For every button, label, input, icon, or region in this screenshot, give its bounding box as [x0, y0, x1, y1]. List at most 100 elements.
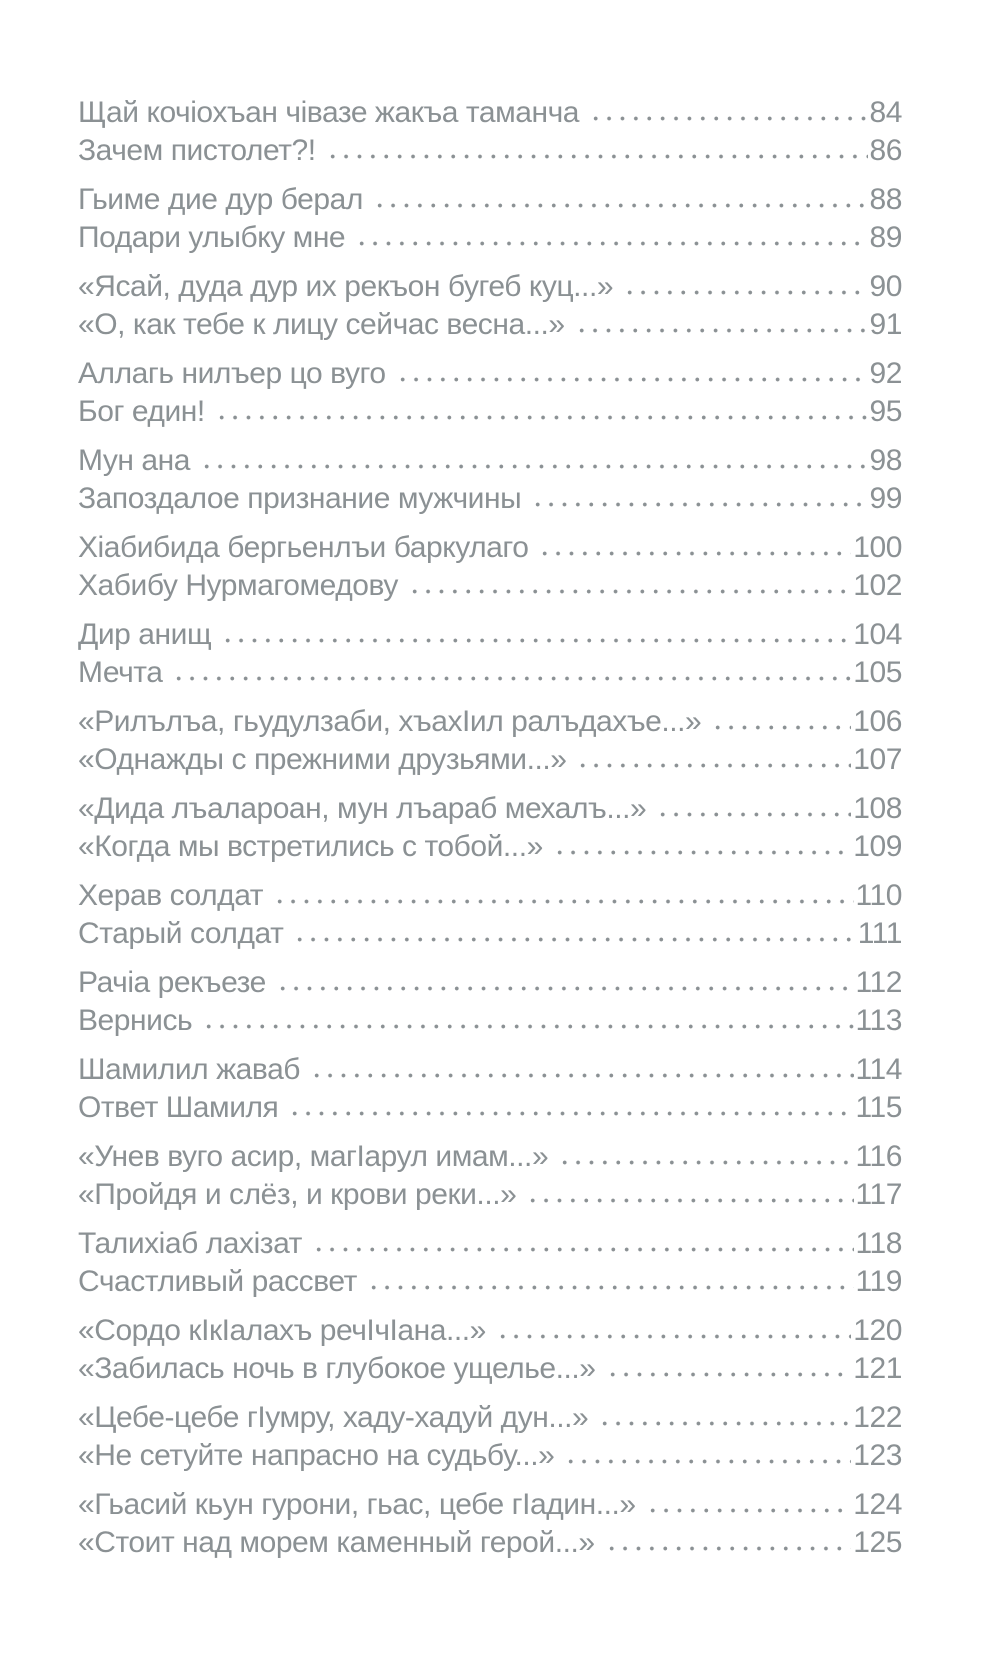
entry-page-number: 91: [869, 308, 903, 341]
dot-leader: [286, 1110, 854, 1117]
entry-title: Хіабибида бергьенлъи баркулаго: [78, 531, 529, 564]
entry-page-number: 119: [855, 1265, 903, 1298]
dot-leader: [550, 849, 852, 856]
toc-entry: Старый солдат 111: [78, 915, 902, 953]
entry-title: «Когда мы встретились с тобой...»: [78, 830, 543, 863]
toc-entry: «Забилась ночь в глубокое ущелье...» 121: [78, 1350, 902, 1388]
toc-entry: «Ясай, дуда дур их рекъон бугеб куц...» …: [78, 268, 902, 306]
dot-leader: [574, 762, 852, 769]
entry-page-number: 113: [855, 1004, 903, 1037]
toc-entry: «Дида лъалароан, мун лъараб мехалъ...» 1…: [78, 790, 902, 828]
toc-pair: «Гьасий кьун гурони, гьас, цебе гІадин..…: [78, 1486, 902, 1562]
entry-page-number: 102: [853, 569, 902, 602]
toc-pair: Рачіа рекъезе 112 Вернись 113: [78, 964, 902, 1040]
toc-entry: Мун ана 98: [78, 442, 902, 480]
dot-leader: [556, 1159, 854, 1166]
entry-page-number: 123: [853, 1439, 902, 1472]
toc-entry: Запоздалое признание мужчины 99: [78, 480, 902, 518]
toc-entry: Шамилил жаваб 114: [78, 1051, 902, 1089]
dot-leader: [709, 724, 852, 731]
toc-entry: Херав солдат 110: [78, 877, 902, 915]
dot-leader: [219, 637, 852, 644]
entry-title: Зачем пистолет?!: [78, 134, 316, 167]
entry-title: «Унев вуго асир, магІарул имам...»: [78, 1140, 549, 1173]
toc-entry: Ответ Шамиля 115: [78, 1089, 902, 1127]
toc-pair: Шамилил жаваб 114 Ответ Шамиля 115: [78, 1051, 902, 1127]
toc-entry: «О, как тебе к лицу сейчас весна...» 91: [78, 306, 902, 344]
dot-leader: [370, 202, 868, 209]
dot-leader: [309, 1246, 854, 1253]
dot-leader: [603, 1371, 852, 1378]
toc-entry: Гьиме дие дур берал 88: [78, 181, 902, 219]
entry-title: «Стоит над морем каменный герой...»: [78, 1526, 595, 1559]
dot-leader: [200, 1023, 854, 1030]
dot-leader: [405, 588, 852, 595]
entry-page-number: 114: [855, 1053, 903, 1086]
toc-entry: Мечта 105: [78, 654, 902, 692]
entry-title: Вернись: [78, 1004, 193, 1037]
entry-page-number: 118: [855, 1227, 903, 1260]
dot-leader: [524, 1197, 854, 1204]
entry-title: «Забилась ночь в глубокое ущелье...»: [78, 1352, 596, 1385]
entry-page-number: 92: [869, 357, 903, 390]
entry-title: Ответ Шамиля: [78, 1091, 279, 1124]
toc-entry: Зачем пистолет?! 86: [78, 132, 902, 170]
entry-page-number: 98: [869, 444, 903, 477]
entry-page-number: 112: [855, 966, 903, 999]
entry-page-number: 88: [869, 183, 903, 216]
entry-page-number: 125: [853, 1526, 902, 1559]
toc-entry: «Однажды с прежними друзьями...» 107: [78, 741, 902, 779]
entry-page-number: 115: [855, 1091, 903, 1124]
toc-entry: Дир анищ 104: [78, 616, 902, 654]
dot-leader: [393, 376, 868, 383]
dot-leader: [621, 289, 868, 296]
toc-entry: «Стоит над морем каменный герой...» 125: [78, 1524, 902, 1562]
entry-title: Аллагь нилъер цо вуго: [78, 357, 386, 390]
entry-title: «Рилълъа, гьудулзаби, хъахІил ралъдахъе.…: [78, 705, 702, 738]
toc-entry: «Унев вуго асир, магІарул имам...» 116: [78, 1138, 902, 1176]
dot-leader: [529, 501, 868, 508]
dot-leader: [572, 327, 868, 334]
toc-entry: «Рилълъа, гьудулзаби, хъахІил ралъдахъе.…: [78, 703, 902, 741]
dot-leader: [602, 1545, 852, 1552]
toc-pair: «Ясай, дуда дур их рекъон бугеб куц...» …: [78, 268, 902, 344]
toc-pair: Гьиме дие дур берал 88 Подари улыбку мне…: [78, 181, 902, 257]
entry-page-number: 124: [853, 1488, 902, 1521]
dot-leader: [536, 550, 852, 557]
entry-title: «Не сетуйте напрасно на судьбу...»: [78, 1439, 555, 1472]
entry-title: «Сордо кІкІалахъ речІчІана...»: [78, 1314, 486, 1347]
entry-page-number: 104: [853, 618, 902, 651]
toc-entry: Аллагь нилъер цо вуго 92: [78, 355, 902, 393]
entry-title: Подари улыбку мне: [78, 221, 346, 254]
entry-title: Бог един!: [78, 395, 205, 428]
entry-title: Дир анищ: [78, 618, 212, 651]
entry-page-number: 116: [855, 1140, 903, 1173]
entry-title: Хабибу Нурмагомедову: [78, 569, 398, 602]
dot-leader: [353, 240, 868, 247]
dot-leader: [562, 1458, 852, 1465]
dot-leader: [271, 898, 854, 905]
dot-leader: [308, 1072, 854, 1079]
toc-entry: Подари улыбку мне 89: [78, 219, 902, 257]
entry-title: «Дида лъалароан, мун лъараб мехалъ...»: [78, 792, 647, 825]
toc-pair: «Рилълъа, гьудулзаби, хъахІил ралъдахъе.…: [78, 703, 902, 779]
entry-page-number: 106: [853, 705, 902, 738]
entry-title: Рачіа рекъезе: [78, 966, 266, 999]
toc-entry: «Цебе-цебе гІумру, хаду-хадуй дун...» 12…: [78, 1399, 902, 1437]
toc-pair: Щай кочіохъан чівазе жакъа таманча 84 За…: [78, 94, 902, 170]
entry-title: Херав солдат: [78, 879, 264, 912]
dot-leader: [654, 811, 852, 818]
entry-title: Талихіаб лахізат: [78, 1227, 302, 1260]
toc-pair: Дир анищ 104 Мечта 105: [78, 616, 902, 692]
toc-entry: «Не сетуйте напрасно на судьбу...» 123: [78, 1437, 902, 1475]
entry-page-number: 109: [853, 830, 902, 863]
dot-leader: [273, 985, 854, 992]
entry-page-number: 95: [869, 395, 903, 428]
entry-title: Мечта: [78, 656, 163, 689]
dot-leader: [493, 1333, 852, 1340]
toc-entry: Бог един! 95: [78, 393, 902, 431]
entry-page-number: 100: [853, 531, 902, 564]
entry-page-number: 108: [853, 792, 902, 825]
toc-pair: Талихіаб лахізат 118 Счастливый рассвет …: [78, 1225, 902, 1301]
entry-page-number: 105: [853, 656, 902, 689]
